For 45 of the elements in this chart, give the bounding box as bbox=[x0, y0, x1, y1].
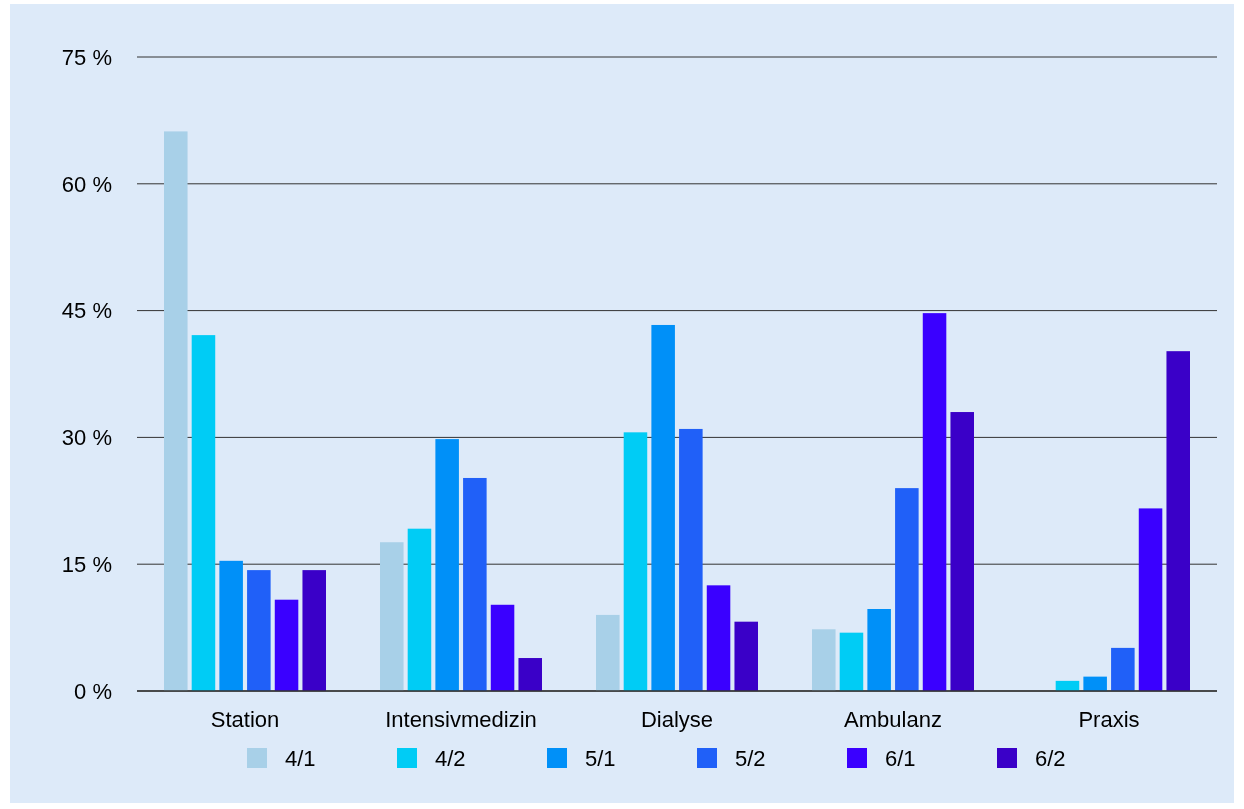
y-tick-label: 75 % bbox=[61, 44, 112, 70]
x-tick-label: Praxis bbox=[1078, 707, 1140, 732]
x-tick-label: Ambulanz bbox=[844, 707, 942, 732]
bar bbox=[1138, 508, 1163, 691]
bar bbox=[734, 621, 758, 691]
bar bbox=[867, 609, 891, 691]
y-tick-label: 0 % bbox=[74, 678, 112, 704]
legend-label: 4/1 bbox=[285, 745, 316, 771]
y-tick-label: 60 % bbox=[61, 171, 112, 197]
bar bbox=[219, 560, 243, 691]
bar bbox=[623, 432, 648, 691]
bar bbox=[518, 658, 542, 691]
y-tick-label: 15 % bbox=[61, 551, 112, 577]
bar bbox=[247, 570, 271, 691]
x-tick-label: Dialyse bbox=[640, 707, 714, 732]
bar bbox=[839, 632, 864, 691]
bar bbox=[191, 335, 216, 691]
bar bbox=[706, 585, 731, 691]
bar bbox=[1166, 351, 1190, 691]
bar bbox=[922, 313, 947, 691]
bar bbox=[1083, 676, 1107, 691]
legend-label: 5/1 bbox=[585, 745, 616, 771]
legend-label: 6/1 bbox=[885, 745, 916, 771]
bar bbox=[407, 528, 432, 691]
legend-label: 6/2 bbox=[1035, 745, 1066, 771]
bar bbox=[950, 412, 974, 691]
y-tick-label: 45 % bbox=[61, 298, 112, 324]
bar bbox=[435, 439, 459, 691]
bar bbox=[895, 488, 919, 691]
y-tick-label: 30 % bbox=[61, 425, 112, 451]
bar bbox=[164, 131, 188, 691]
bar bbox=[490, 604, 515, 691]
legend-label: 4/2 bbox=[435, 745, 466, 771]
bar bbox=[380, 542, 404, 691]
bar bbox=[812, 629, 836, 691]
bar bbox=[1111, 647, 1135, 691]
bar bbox=[463, 477, 487, 691]
bar bbox=[274, 599, 299, 691]
bar bbox=[679, 428, 703, 691]
x-tick-label: Station bbox=[210, 707, 280, 732]
bar bbox=[302, 570, 326, 691]
bar bbox=[651, 324, 675, 691]
x-tick-label: Intensivmedizin bbox=[385, 707, 537, 732]
bar bbox=[596, 614, 620, 691]
legend-label: 5/2 bbox=[735, 745, 766, 771]
